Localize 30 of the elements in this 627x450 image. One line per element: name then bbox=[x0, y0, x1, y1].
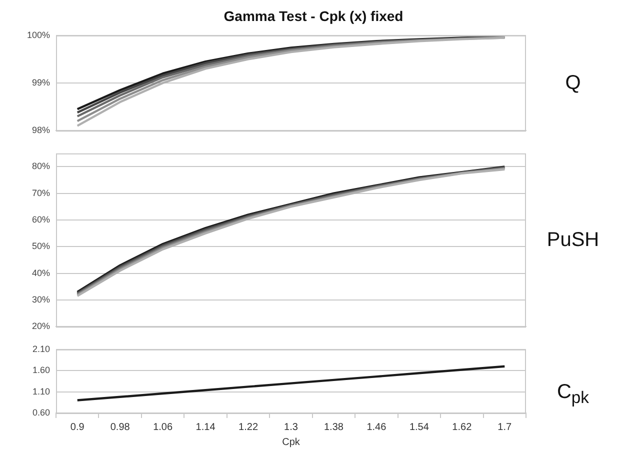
y-tick-label: 40% bbox=[32, 268, 50, 278]
x-tick-label: 1.14 bbox=[196, 422, 216, 433]
x-tick-label: 1.54 bbox=[409, 422, 430, 433]
y-tick-label: 99% bbox=[32, 77, 50, 88]
x-tick-label: 0.9 bbox=[70, 422, 85, 433]
y-tick-label: 80% bbox=[32, 161, 50, 172]
x-tick-label: 1.22 bbox=[238, 422, 258, 433]
y-tick-label: 1.10 bbox=[32, 386, 50, 396]
y-tick-label: 20% bbox=[32, 321, 50, 332]
y-tick-label: 50% bbox=[32, 241, 50, 252]
x-tick-label: 1.06 bbox=[153, 422, 173, 433]
y-axis-title: PuSH bbox=[546, 228, 600, 252]
y-tick-label: 0.60 bbox=[32, 407, 50, 418]
x-axis-title: Cpk bbox=[282, 436, 301, 448]
y-tick-label: 98% bbox=[32, 125, 50, 136]
chart-title: Gamma Test - Cpk (x) fixed bbox=[222, 8, 404, 24]
x-tick-label: 1.7 bbox=[498, 422, 512, 433]
y-tick-label: 1.60 bbox=[32, 365, 50, 376]
x-tick-label: 1.3 bbox=[284, 422, 298, 433]
x-tick-label: 0.98 bbox=[110, 422, 130, 433]
x-tick-label: 1.38 bbox=[324, 422, 344, 433]
y-tick-label: 100% bbox=[26, 30, 50, 40]
y-axis-title: C$_{pk}$ bbox=[556, 380, 590, 408]
y-tick-label: 60% bbox=[32, 214, 50, 224]
x-tick-label: 1.62 bbox=[452, 422, 472, 433]
y-tick-label: 70% bbox=[32, 188, 50, 198]
y-tick-label: 30% bbox=[32, 294, 50, 304]
x-tick-label: 1.46 bbox=[366, 422, 387, 433]
y-tick-label: 2.10 bbox=[32, 344, 50, 354]
y-axis-title: Q bbox=[564, 72, 582, 94]
